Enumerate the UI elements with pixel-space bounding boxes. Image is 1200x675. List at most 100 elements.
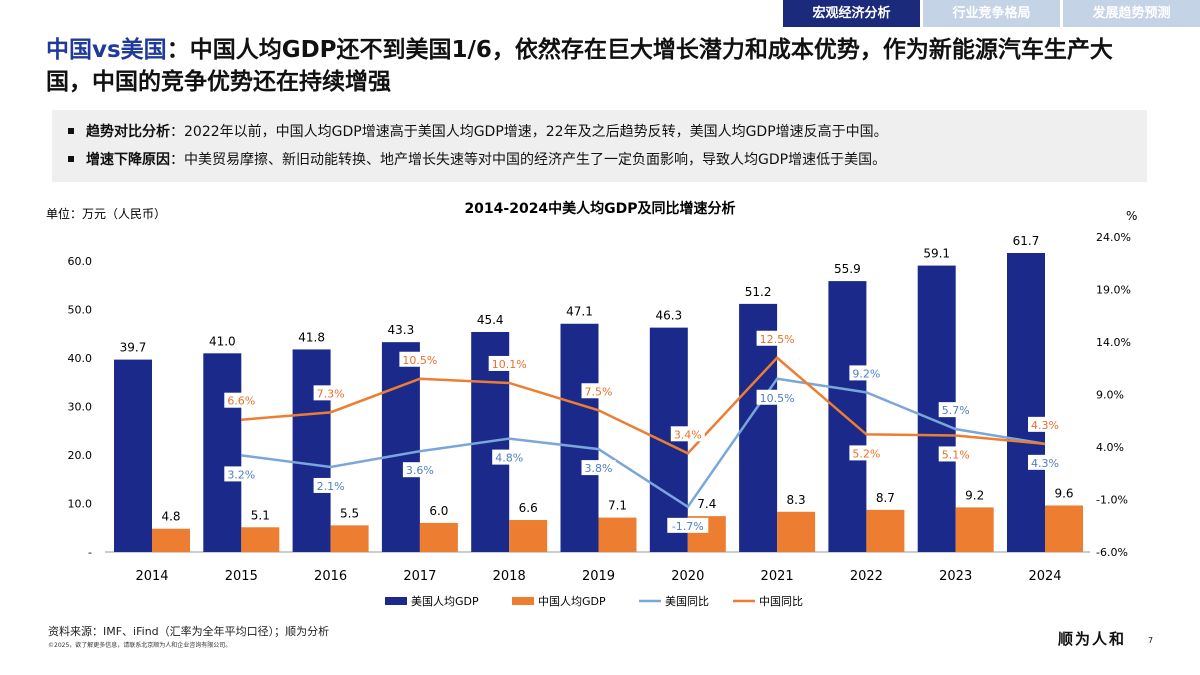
cn-gdp-bar [419, 522, 458, 552]
tab-macro[interactable]: 宏观经济分析 [783, 0, 920, 27]
us-yoy-label: 2.1% [317, 480, 345, 493]
right-tick-label: -1.0% [1096, 494, 1128, 507]
legend-label: 美国同比 [665, 595, 709, 608]
label-bg [756, 330, 798, 346]
source-note: 资料来源：IMF、iFind（汇率为全年平均口径）；顺为分析 [48, 625, 330, 638]
cn-yoy-label: 5.1% [942, 448, 970, 461]
label-bg [488, 355, 530, 371]
right-tick-label: -6.0% [1096, 546, 1128, 559]
tab-industry[interactable]: 行业竞争格局 [923, 0, 1060, 27]
cn-gdp-bar [955, 507, 994, 552]
x-tick-label: 2019 [582, 569, 615, 584]
cn-gdp-bar [598, 517, 637, 552]
cn-yoy-label: 12.5% [760, 333, 795, 346]
cn-gdp-label: 7.1 [608, 499, 627, 513]
bullet-item: 趋势对比分析：2022年以前，中国人均GDP增速高于美国人均GDP增速，22年及… [62, 118, 1137, 146]
us-yoy-label: -1.7% [672, 520, 704, 533]
us-yoy-label: 10.5% [760, 392, 795, 405]
bullet-label: 增速下降原因 [86, 152, 170, 168]
page-number: 7 [1148, 636, 1154, 645]
right-tick-label: 4.0% [1096, 441, 1124, 454]
right-axis-label: % [1126, 209, 1137, 223]
cn-yoy-label: 5.2% [852, 447, 880, 460]
label-bg [402, 462, 437, 478]
label-bg [670, 426, 705, 442]
x-tick-label: 2016 [314, 569, 347, 584]
us-gdp-label: 41.0 [209, 334, 236, 348]
cn-gdp-bar [152, 528, 190, 552]
us-yoy-label: 5.7% [942, 404, 970, 417]
legend-label: 中国人均GDP [538, 595, 606, 608]
cn-gdp-label: 7.4 [697, 497, 716, 511]
us-gdp-bar [292, 349, 331, 552]
cn-gdp-bar [1045, 505, 1083, 552]
us-gdp-bar [381, 342, 420, 552]
title-highlight: 中国vs美国 [46, 37, 167, 63]
us-yoy-label: 3.6% [406, 464, 434, 477]
us-gdp-bar [114, 359, 152, 552]
x-tick-label: 2017 [403, 569, 436, 584]
bullet-square-icon [68, 128, 74, 134]
left-axis-label: 单位：万元（人民币） [46, 206, 166, 221]
label-bg [581, 383, 616, 399]
label-bg [313, 385, 348, 401]
us-yoy-label: 4.3% [1031, 457, 1059, 470]
bullet-square-icon [68, 156, 74, 162]
label-bg [581, 460, 616, 476]
label-bg [224, 392, 259, 408]
right-tick-label: 9.0% [1096, 389, 1124, 402]
cn-gdp-label: 8.7 [876, 491, 895, 505]
x-tick-label: 2015 [225, 569, 258, 584]
us-gdp-bar [203, 353, 242, 552]
cn-gdp-label: 9.6 [1054, 486, 1073, 500]
x-tick-label: 2020 [671, 569, 704, 584]
us-gdp-label: 59.1 [923, 247, 950, 261]
x-tick-label: 2024 [1028, 569, 1061, 584]
cn-gdp-label: 4.8 [161, 510, 180, 524]
cn-yoy-line [241, 356, 1046, 455]
page-title: 中国vs美国：中国人均GDP还不到美国1/6，依然存在巨大增长潜力和成本优势，作… [46, 34, 1156, 98]
right-tick-label: 14.0% [1096, 336, 1131, 349]
label-bg [938, 446, 973, 462]
label-bg [399, 351, 441, 367]
us-gdp-label: 41.8 [298, 330, 325, 344]
left-tick-label: 30.0 [68, 401, 93, 414]
us-yoy-label: 9.2% [852, 367, 880, 380]
logo: 顺为人和 [1058, 630, 1127, 648]
us-gdp-label: 55.9 [834, 262, 861, 276]
cn-yoy-label: 7.5% [585, 385, 613, 398]
right-tick-label: 19.0% [1096, 284, 1131, 297]
label-bg [1028, 416, 1062, 432]
legend-swatch [385, 597, 407, 605]
cn-gdp-label: 9.2 [965, 488, 984, 502]
us-gdp-label: 46.3 [655, 309, 682, 323]
left-tick-label: - [88, 546, 92, 559]
left-tick-label: 60.0 [68, 255, 93, 268]
cn-gdp-label: 6.6 [519, 501, 538, 515]
us-gdp-label: 43.3 [388, 323, 415, 337]
us-gdp-label: 61.7 [1013, 234, 1040, 248]
bullet-text: ：2022年以前，中国人均GDP增速高于美国人均GDP增速，22年及之后趋势反转… [170, 124, 888, 140]
x-tick-label: 2018 [493, 569, 526, 584]
us-yoy-label: 3.8% [585, 462, 613, 475]
left-tick-label: 50.0 [68, 304, 93, 317]
right-tick-label: 24.0% [1096, 231, 1131, 244]
us-yoy-label: 3.2% [227, 468, 255, 481]
cn-gdp-label: 8.3 [787, 493, 806, 507]
cn-gdp-bar [777, 511, 816, 552]
x-tick-label: 2022 [850, 569, 883, 584]
cn-gdp-label: 5.5 [340, 506, 359, 520]
title-rest: ：中国人均GDP还不到美国1/6，依然存在巨大增长潜力和成本优势，作为新能源汽车… [46, 37, 1113, 95]
left-tick-label: 10.0 [68, 498, 93, 511]
label-bg [492, 449, 527, 465]
tab-trend[interactable]: 发展趋势预测 [1063, 0, 1200, 27]
label-bg [667, 517, 709, 533]
us-yoy-line [241, 377, 1046, 509]
left-tick-label: 40.0 [68, 352, 93, 365]
cn-yoy-label: 10.1% [492, 358, 527, 371]
x-tick-label: 2014 [135, 569, 168, 584]
us-gdp-label: 39.7 [120, 341, 147, 355]
cn-yoy-label: 6.6% [227, 395, 255, 408]
us-yoy-label: 4.8% [495, 452, 523, 465]
